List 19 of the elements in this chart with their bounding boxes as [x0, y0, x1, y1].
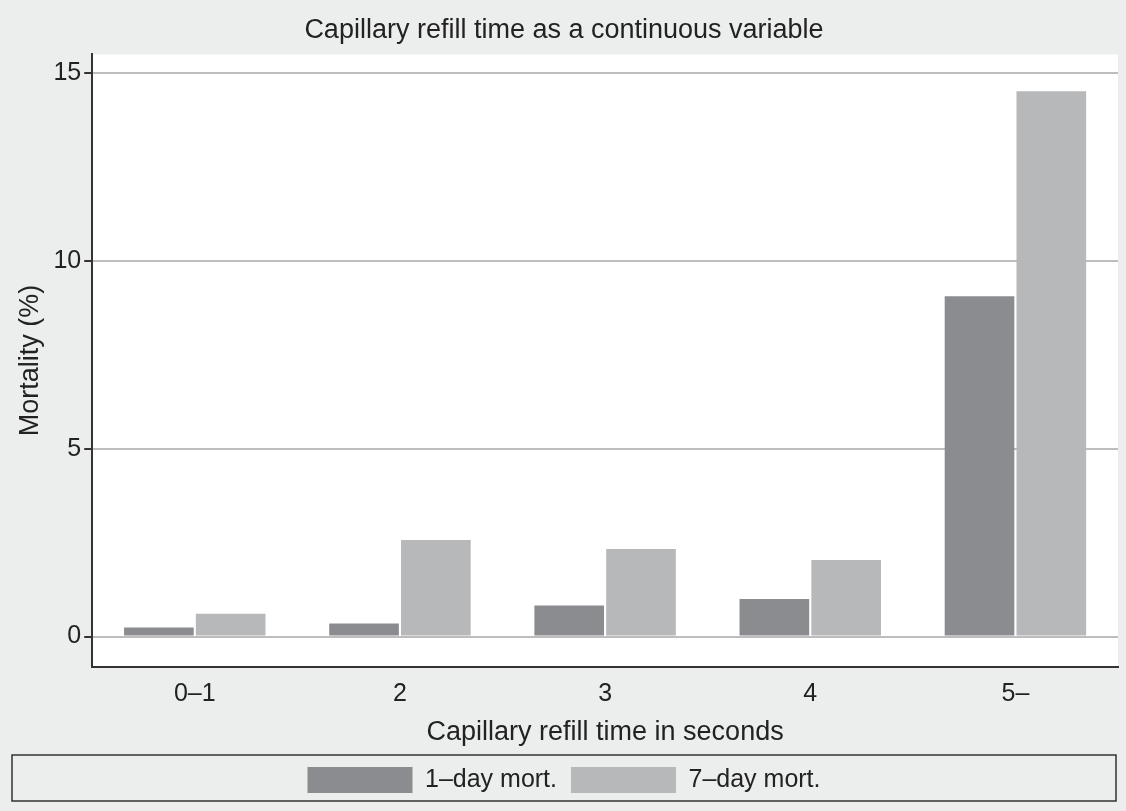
y-tick-label: 0 — [67, 620, 82, 649]
y-tick-label: 10 — [53, 244, 82, 273]
y-tick-label: 15 — [53, 57, 82, 86]
bar — [329, 623, 399, 636]
x-tick-label: 0–1 — [173, 678, 216, 707]
x-tick-label: 4 — [803, 678, 818, 707]
x-tick-label: 2 — [392, 678, 407, 707]
bar — [944, 296, 1015, 636]
bar — [739, 599, 810, 636]
bar — [124, 627, 194, 636]
bar — [534, 605, 605, 636]
x-axis-title: Capillary refill time in seconds — [426, 716, 784, 747]
y-tick-label: 5 — [67, 432, 82, 461]
legend-label: 1–day mort. — [424, 763, 558, 792]
x-tick-label: 3 — [598, 678, 613, 707]
y-axis-title: Mortality (%) — [13, 284, 44, 437]
x-tick-label: 5– — [1001, 678, 1030, 707]
legend-label: 7–day mort. — [688, 763, 821, 792]
chart-title: Capillary refill time as a continuous variable — [304, 13, 824, 44]
